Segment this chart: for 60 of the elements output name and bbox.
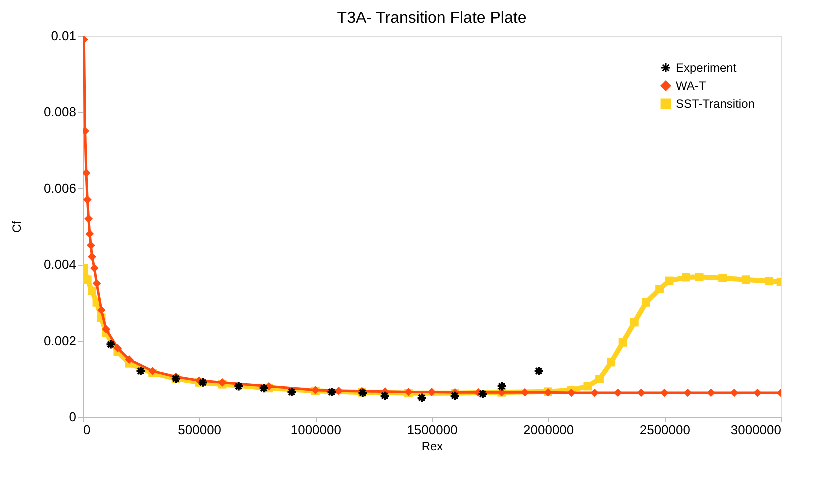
legend-label: SST-Transition — [676, 97, 755, 111]
x-tick-label: 2500000 — [640, 422, 690, 438]
point — [88, 287, 96, 296]
x-tick-label: 0 — [84, 422, 91, 438]
legend-label: WA-T — [676, 79, 707, 93]
point — [584, 382, 592, 391]
point — [88, 252, 96, 262]
point — [83, 196, 92, 204]
point — [707, 388, 716, 398]
point — [84, 214, 93, 224]
point — [198, 378, 208, 388]
point — [630, 318, 639, 327]
point — [234, 381, 244, 392]
point — [765, 277, 774, 286]
point — [478, 388, 488, 400]
point — [695, 272, 704, 282]
x-tick-label: 1500000 — [407, 422, 458, 438]
legend-label: Experiment — [676, 61, 738, 75]
x-tick-label: 3000000 — [730, 422, 782, 438]
point — [607, 358, 616, 367]
x-tick-label: 2000000 — [524, 422, 574, 438]
point — [106, 339, 116, 350]
point — [682, 273, 690, 282]
point — [136, 366, 146, 376]
point — [496, 381, 508, 392]
point — [92, 279, 102, 288]
point — [450, 390, 460, 402]
point — [618, 338, 628, 347]
point — [102, 325, 110, 334]
point — [326, 387, 338, 398]
point — [258, 383, 270, 394]
point — [665, 276, 674, 286]
point — [380, 390, 390, 402]
point — [742, 276, 750, 284]
point — [83, 276, 92, 284]
point — [125, 356, 134, 364]
point — [656, 285, 664, 294]
point — [286, 387, 298, 398]
y-tick-label: 0.002 — [44, 333, 76, 348]
point — [596, 375, 604, 384]
point — [416, 392, 428, 404]
y-tick-label: 0.006 — [44, 180, 76, 196]
point — [90, 264, 99, 273]
x-tick-label: 500000 — [178, 422, 222, 438]
point — [97, 306, 106, 315]
x-tick-label: 1000000 — [290, 422, 342, 438]
point — [86, 241, 96, 250]
chart-title: T3A- Transition Flate Plate — [337, 10, 527, 27]
point — [754, 388, 762, 398]
y-axis-title: Cf — [10, 220, 24, 233]
point — [114, 344, 122, 353]
y-tick-label: 0 — [69, 410, 76, 424]
y-tick-label: 0.004 — [44, 257, 76, 272]
point — [534, 366, 544, 376]
point — [718, 274, 728, 282]
point — [86, 230, 94, 238]
y-tick-label: 0.008 — [44, 104, 76, 120]
point — [642, 298, 650, 307]
x-axis-title: Rex — [422, 440, 444, 454]
y-tick-label: 0.01 — [51, 28, 76, 44]
